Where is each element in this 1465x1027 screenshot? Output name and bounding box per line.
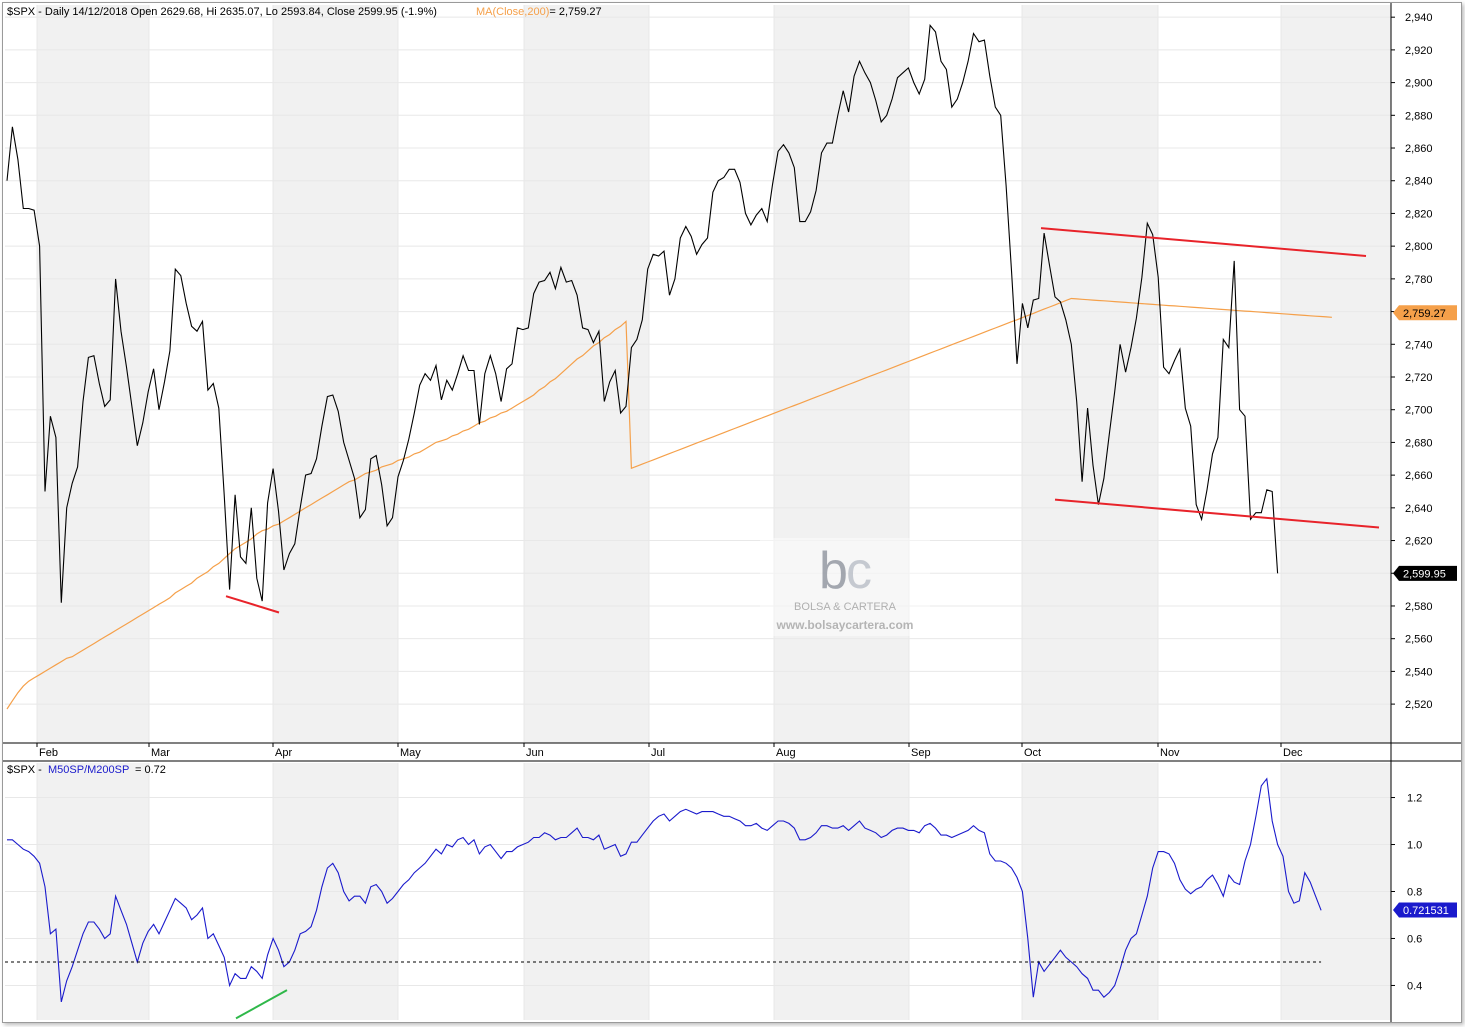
x-tick-label: Jun: [526, 747, 544, 759]
x-tick-label: Nov: [1160, 747, 1180, 759]
x-tick-label: Apr: [275, 747, 292, 759]
y-tick-label: 2,620: [1405, 536, 1433, 548]
price-value-label-bg: [1393, 565, 1457, 581]
y-tick-label-lower: 1.2: [1407, 793, 1422, 805]
month-band: [273, 5, 398, 743]
y-tick-label: 2,580: [1405, 601, 1433, 613]
price-value-label-text: 2,599.95: [1403, 568, 1446, 580]
axes-layer: 2,5202,5402,5602,5802,6002,6202,6402,660…: [3, 3, 1461, 1022]
watermark-logo-c: c: [846, 542, 872, 600]
ma-value-label-text: 2,759.27: [1403, 308, 1446, 320]
y-tick-label-lower: 0.6: [1407, 933, 1422, 945]
price-panel-header: $SPX - Daily 14/12/2018 Open 2629.68, Hi…: [7, 6, 437, 18]
ma-value-label: 2,759.27: [1393, 305, 1457, 321]
y-tick-label: 2,700: [1405, 405, 1433, 417]
month-band: [1281, 5, 1391, 743]
month-band: [1022, 5, 1158, 743]
y-tick-label: 2,780: [1405, 274, 1433, 286]
x-tick-label: Sep: [911, 747, 931, 759]
y-tick-label: 2,520: [1405, 699, 1433, 711]
trendline: [1054, 498, 1380, 529]
y-tick-label: 2,920: [1405, 45, 1433, 57]
series-layer: [5, 24, 1380, 1020]
x-tick-label: Oct: [1024, 747, 1041, 759]
trendline: [1040, 227, 1367, 257]
gridlines: [5, 5, 1391, 1020]
month-band: [37, 5, 149, 743]
x-tick-label: Dec: [1283, 747, 1303, 759]
y-tick-label-lower: 0.4: [1407, 980, 1422, 992]
ma-value-label-bg: [1393, 305, 1457, 321]
month-shading: [37, 5, 1391, 1020]
ratio-value-label-text: 0.721531: [1403, 905, 1449, 917]
ratio-value-label: 0.721531: [1393, 902, 1457, 918]
x-tick-label: Jul: [651, 747, 665, 759]
y-tick-label: 2,720: [1405, 372, 1433, 384]
ratio-indicator-label: M50SP/M200SP: [48, 764, 129, 776]
x-tick-label: Mar: [151, 747, 170, 759]
y-tick-label-lower: 1.0: [1407, 840, 1422, 852]
y-tick-label: 2,860: [1405, 143, 1433, 155]
y-tick-label: 2,880: [1405, 110, 1433, 122]
x-tick-label: Aug: [776, 747, 796, 759]
y-tick-label: 2,740: [1405, 339, 1433, 351]
chart-svg: $SPX - Daily 14/12/2018 Open 2629.68, Hi…: [3, 3, 1461, 1022]
x-tick-label: Feb: [39, 747, 58, 759]
y-tick-label: 2,540: [1405, 666, 1433, 678]
ratio-indicator-value: = 0.72: [135, 764, 166, 776]
y-tick-label: 2,840: [1405, 176, 1433, 188]
price-line: [6, 24, 1279, 603]
y-tick-label: 2,680: [1405, 437, 1433, 449]
watermark-logo: b: [819, 542, 848, 600]
ma-legend-value: = 2,759.27: [549, 6, 601, 18]
y-tick-label: 2,560: [1405, 634, 1433, 646]
y-tick-label: 2,820: [1405, 208, 1433, 220]
price-value-label: 2,599.95: [1393, 565, 1457, 581]
y-tick-label: 2,900: [1405, 78, 1433, 90]
divergence-line: [235, 989, 288, 1020]
ma-legend-label: MA(Close,200): [476, 6, 549, 18]
ratio-line: [7, 777, 1322, 1003]
watermark-url: www.bolsaycartera.com: [776, 618, 914, 632]
trendline: [225, 595, 280, 614]
watermark: b c BOLSA & CARTERA www.bolsaycartera.co…: [760, 538, 930, 636]
y-tick-label-lower: 0.8: [1407, 887, 1422, 899]
ratio-panel-symbol: $SPX -: [7, 764, 42, 776]
watermark-brand: BOLSA & CARTERA: [794, 601, 897, 613]
y-tick-label: 2,940: [1405, 12, 1433, 24]
y-tick-label: 2,800: [1405, 241, 1433, 253]
month-band: [774, 5, 909, 743]
ratio-value-label-bg: [1393, 902, 1457, 918]
y-tick-label: 2,640: [1405, 503, 1433, 515]
x-tick-label: May: [400, 747, 421, 759]
y-tick-label: 2,660: [1405, 470, 1433, 482]
